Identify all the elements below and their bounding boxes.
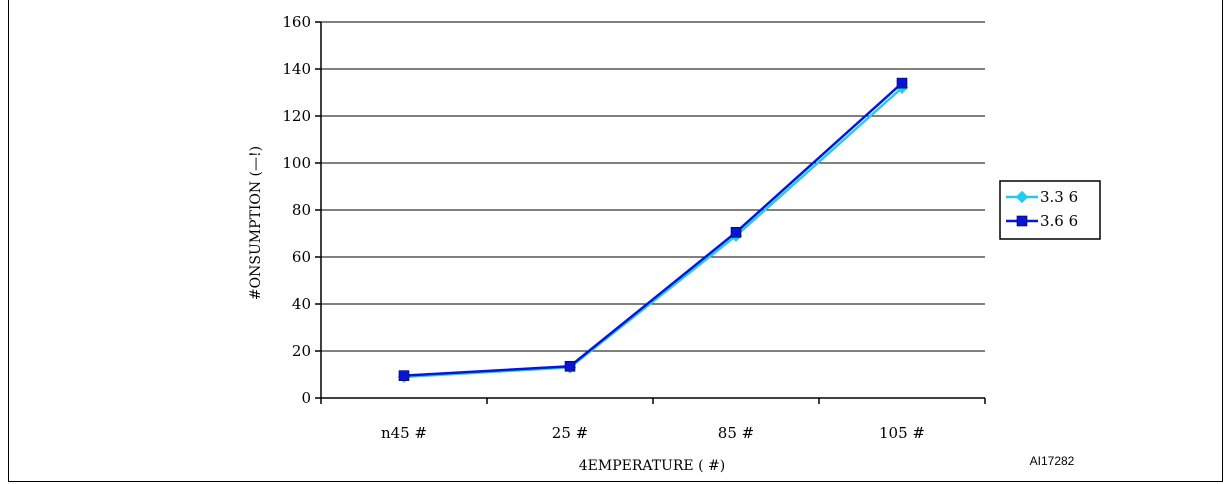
y-tick-label: 20 [292,342,311,360]
legend-marker [1016,215,1028,227]
series-1 [397,81,909,384]
y-axis-title: #ONSUMPTION (—!) [248,146,264,300]
series-line [403,82,903,377]
x-tick-label: 25 # [552,424,588,442]
y-axis-ticks: 0 20 40 60 80 100 120 140 160 [282,13,321,407]
y-tick-label: 0 [301,389,311,407]
data-point-marker [564,360,576,372]
legend: 3.3 6 3.6 6 [999,180,1101,240]
y-tick-label: 120 [282,107,311,125]
y-tick-label: 80 [292,201,311,219]
gridlines [321,21,985,352]
legend-label: 3.3 6 [1040,188,1078,206]
figure-frame [8,0,1223,482]
x-tick-label: 105 # [879,424,925,442]
data-point-marker [398,370,410,381]
y-tick-label: 100 [282,154,311,172]
x-tick-label: n45 # [381,424,427,442]
y-tick-label: 40 [292,295,311,313]
series-2 [398,77,908,381]
x-tick-label: 85 # [718,424,754,442]
series-layer [397,77,909,384]
figure-reference: AI17282 [1030,454,1075,468]
x-axis-title: 4EMPERATURE ( #) [579,458,725,474]
y-tick-label: 160 [282,13,311,31]
y-tick-label: 60 [292,248,311,266]
series-line [403,86,903,379]
legend-box [999,180,1101,240]
legend-label: 3.6 6 [1040,212,1078,230]
legend-entry: 3.6 6 [1006,212,1078,230]
legend-marker [1015,190,1029,204]
legend-entry: 3.3 6 [1006,188,1078,206]
data-point-marker [730,227,742,238]
y-tick-label: 140 [282,60,311,78]
data-point-marker [896,77,908,89]
x-axis-ticks: n45 # 25 # 85 # 105 # [320,398,986,442]
